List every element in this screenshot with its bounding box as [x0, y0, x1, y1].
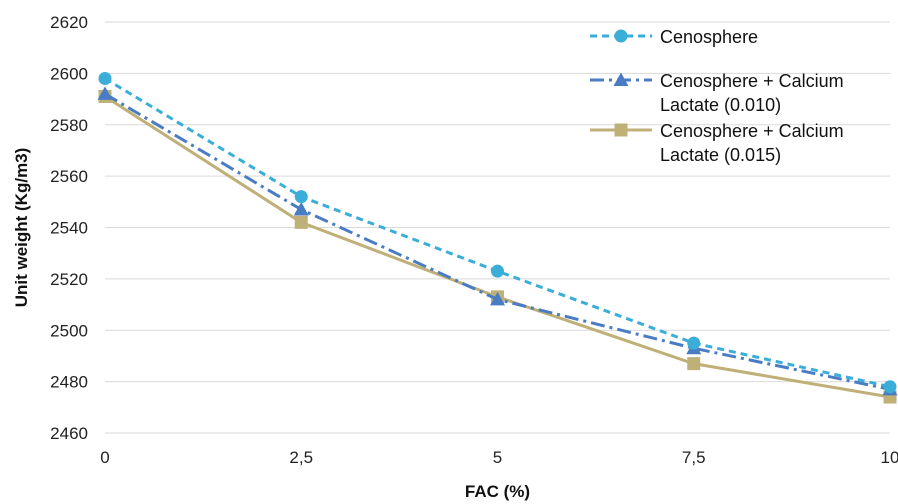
grid-lines — [105, 21, 890, 434]
y-tick-label: 2600 — [50, 64, 88, 83]
legend-label: Lactate (0.015) — [660, 145, 781, 165]
y-axis-title: Unit weight (Kg/m3) — [12, 148, 31, 308]
x-tick-label: 10 — [881, 448, 898, 467]
x-tick-label: 7,5 — [682, 448, 706, 467]
data-point-series-3 — [687, 357, 701, 371]
data-point-series-1 — [883, 380, 897, 394]
x-axis-title: FAC (%) — [465, 482, 530, 501]
y-tick-label: 2480 — [50, 373, 88, 392]
y-tick-label: 2460 — [50, 424, 88, 443]
legend-label: Lactate (0.010) — [660, 95, 781, 115]
legend-marker-1 — [614, 29, 628, 43]
y-tick-label: 2520 — [50, 270, 88, 289]
x-tick-label: 0 — [100, 448, 109, 467]
legend-label: Cenosphere + Calcium — [660, 121, 844, 141]
y-tick-label: 2500 — [50, 321, 88, 340]
data-point-series-2 — [293, 202, 309, 216]
data-point-series-1 — [294, 190, 308, 204]
series-group — [97, 72, 898, 404]
y-tick-label: 2540 — [50, 219, 88, 238]
data-point-series-1 — [687, 336, 701, 350]
data-point-series-2 — [490, 291, 505, 306]
legend: Cenosphere Cenosphere + Calcium Lactate (0… — [590, 27, 844, 165]
x-tick-label: 5 — [493, 448, 502, 467]
y-tick-label: 2620 — [50, 13, 88, 32]
legend-label: Cenosphere + Calcium — [660, 71, 844, 91]
data-point-series-1 — [491, 264, 504, 278]
axes: 2460 2480 2500 2520 2540 2560 2580 2600 2620 0 2,5… — [50, 13, 898, 467]
y-tick-label: 2560 — [50, 167, 88, 186]
y-tick-label: 2580 — [50, 116, 88, 135]
legend-marker-2 — [613, 72, 629, 86]
data-point-series-3 — [294, 215, 308, 229]
x-tick-label: 2,5 — [289, 448, 313, 467]
legend-label: Cenosphere — [660, 27, 758, 47]
legend-marker-3 — [614, 123, 628, 137]
series-line-3 — [104, 95, 891, 399]
data-point-series-2 — [97, 86, 113, 100]
data-point-series-1 — [98, 72, 112, 86]
